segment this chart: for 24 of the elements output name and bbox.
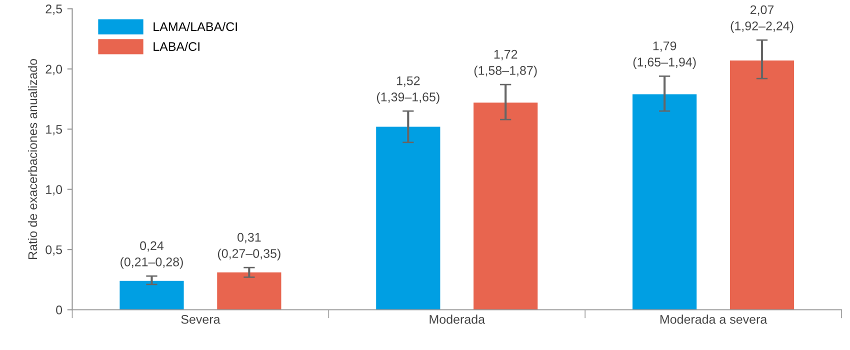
x-tick-label: Moderada a severa (660, 314, 768, 324)
data-label: 1,79 (1,65–1,94) (633, 41, 696, 69)
y-tick-label: 0,5 (46, 245, 62, 256)
bar (730, 60, 794, 310)
bar (376, 126, 440, 310)
y-tick-label: 1,0 (46, 185, 62, 196)
x-tick-label: Severa (181, 314, 220, 324)
data-label: 2,07 (1,92–2,24) (730, 5, 794, 33)
legend-label: LAMA/LABA/CI (154, 22, 237, 32)
bar (217, 272, 282, 310)
data-label: 1,52 (1,39–1,65) (376, 76, 440, 104)
y-tick-label: 1,5 (46, 125, 62, 136)
legend-label: LABA/CI (154, 42, 200, 51)
y-tick-label: 2,5 (46, 4, 62, 15)
y-tick-label: 2,0 (46, 64, 62, 76)
data-label: 1,72 (1,58–1,87) (474, 50, 537, 78)
data-label: 0,31 (0,27–0,35) (218, 232, 280, 260)
bar (474, 102, 538, 310)
y-tick-label: 0 (56, 306, 62, 314)
y-axis-title: Ratio de exacerbaciones anualizado (28, 59, 38, 259)
x-tick-label: Moderada (430, 314, 486, 324)
bar (120, 280, 184, 310)
bar (632, 94, 697, 310)
data-label: 0,24 (0,21–0,28) (120, 241, 183, 269)
